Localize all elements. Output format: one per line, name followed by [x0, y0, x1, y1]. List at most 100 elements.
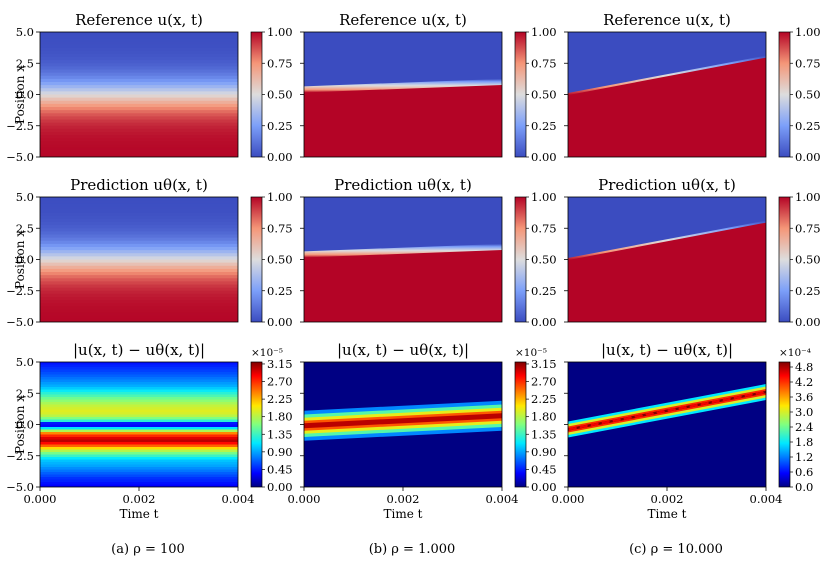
colorbar: 0.00 0.25 0.50 0.75 1.00	[250, 190, 293, 329]
y-tick-label: 5.0	[16, 190, 34, 204]
heatmap-field	[304, 197, 502, 322]
colorbar: 0.00 0.25 0.50 0.75 1.00	[250, 25, 293, 164]
panel-2-0: |u(x, t) − uθ(x, t)| 5.0 2.5 0.0 −2.5 −5.0 Pos…	[6, 341, 293, 521]
y-tick-label: 5.0	[16, 355, 34, 369]
colorbar-tick-label: 0.50	[267, 253, 293, 267]
colorbar-tick-label: 1.00	[267, 25, 293, 39]
colorbar-tick-label: 2.25	[531, 392, 557, 406]
panel-title: |u(x, t) − uθ(x, t)|	[601, 341, 733, 359]
heatmap-field	[568, 197, 766, 322]
colorbar-exponent: ×10⁻⁵	[251, 347, 283, 359]
colorbar-tick-label: 0.50	[531, 88, 557, 102]
colorbar: 0.00.61.21.82.43.03.64.24.8×10⁻⁴	[778, 347, 813, 494]
panel-2-1: |u(x, t) − uθ(x, t)| 0.000 0.002 0.004 Time …	[288, 341, 557, 521]
y-tick-label: −5.0	[6, 150, 34, 164]
caption-b: (b) ρ = 1.000	[369, 542, 456, 557]
x-tick-label: 0.002	[651, 492, 684, 506]
colorbar-tick-label: 1.80	[267, 410, 293, 424]
colorbar-tick-label: 0.6	[795, 465, 813, 479]
panel-title: Reference u(x, t)	[339, 11, 467, 29]
colorbar-tick-label: 1.2	[795, 450, 813, 464]
colorbar-tick-label: 0.50	[531, 253, 557, 267]
colorbar-tick-label: 1.35	[531, 427, 557, 441]
y-tick-label: 5.0	[16, 25, 34, 39]
x-tick-label: 0.004	[222, 492, 255, 506]
heatmap-field	[40, 197, 238, 322]
colorbar-tick-label: 0.00	[531, 150, 557, 164]
colorbar-tick-label: 0.45	[267, 462, 293, 476]
x-tick-label: 0.000	[24, 492, 57, 506]
x-tick-label: 0.004	[486, 492, 519, 506]
caption-c: (c) ρ = 10.000	[629, 542, 723, 557]
x-tick-label: 0.004	[750, 492, 783, 506]
panel-title: Prediction uθ(x, t)	[334, 176, 472, 194]
y-tick-label: −5.0	[6, 480, 34, 494]
y-tick-label: 0.0	[16, 253, 34, 267]
colorbar-tick-label: 1.00	[795, 190, 821, 204]
colorbar-tick-label: 0.00	[795, 150, 821, 164]
colorbar-tick-label: 0.00	[531, 315, 557, 329]
colorbar: 0.00 0.45 0.90 1.35 1.80 2.25 2.70 3.15×10⁻⁵	[514, 347, 557, 494]
panel-0-2: Reference u(x, t) 0.00 0.25 0.50 0.75 1.00	[564, 11, 821, 164]
heatmap-field	[568, 32, 766, 157]
heatmap-field	[304, 362, 502, 487]
colorbar-tick-label: 0.90	[531, 445, 557, 459]
colorbar: 0.00 0.25 0.50 0.75 1.00	[514, 25, 557, 164]
x-axis-label: Time t	[648, 507, 687, 521]
colorbar-tick-label: 2.25	[267, 392, 293, 406]
colorbar-tick-label: 0.0	[795, 480, 813, 494]
y-axis-label: Position x	[13, 230, 27, 289]
y-tick-label: 2.5	[16, 56, 34, 70]
panel-1-2: Prediction uθ(x, t) 0.00 0.25 0.50 0.75 1.00	[564, 176, 821, 329]
colorbar-tick-label: 0.25	[531, 119, 557, 133]
colorbar-tick-label: 1.00	[795, 25, 821, 39]
colorbar: 0.00 0.25 0.50 0.75 1.00	[778, 190, 821, 329]
colorbar-tick-label: 3.0	[795, 405, 813, 419]
colorbar-tick-label: 0.75	[531, 221, 557, 235]
heatmap-field	[40, 362, 238, 487]
x-tick-label: 0.000	[552, 492, 585, 506]
colorbar-tick-label: 0.75	[267, 56, 293, 70]
colorbar-tick-label: 1.00	[531, 25, 557, 39]
colorbar-tick-label: 0.75	[795, 221, 821, 235]
panel-title: Reference u(x, t)	[603, 11, 731, 29]
colorbar-tick-label: 0.00	[267, 315, 293, 329]
heatmap-field	[40, 32, 238, 157]
x-axis-label: Time t	[384, 507, 423, 521]
colorbar-tick-label: 0.50	[795, 88, 821, 102]
colorbar-tick-label: 0.00	[795, 315, 821, 329]
colorbar-tick-label: 3.6	[795, 390, 813, 404]
colorbar-tick-label: 0.00	[267, 150, 293, 164]
caption-a: (a) ρ = 100	[111, 542, 185, 557]
panel-2-2: |u(x, t) − uθ(x, t)| 0.000 0.002 0.004 Time …	[552, 341, 814, 521]
colorbar-tick-label: 0.25	[531, 284, 557, 298]
colorbar-tick-label: 0.75	[267, 221, 293, 235]
colorbar-tick-label: 0.25	[795, 119, 821, 133]
colorbar-tick-label: 2.70	[267, 375, 293, 389]
panel-1-0: Prediction uθ(x, t) 5.0 2.5 0.0 −2.5 −5.0 Posi…	[6, 176, 293, 329]
y-tick-label: −2.5	[6, 119, 34, 133]
colorbar-tick-label: 1.35	[267, 427, 293, 441]
colorbar-tick-label: 4.8	[795, 360, 813, 374]
y-tick-label: 0.0	[16, 418, 34, 432]
colorbar-tick-label: 1.8	[795, 435, 813, 449]
panel-title: Reference u(x, t)	[75, 11, 203, 29]
colorbar: 0.00 0.25 0.50 0.75 1.00	[778, 25, 821, 164]
heatmap-field	[304, 32, 502, 157]
colorbar-tick-label: 3.15	[531, 357, 557, 371]
x-tick-label: 0.002	[123, 492, 156, 506]
colorbar-tick-label: 1.80	[531, 410, 557, 424]
colorbar-tick-label: 0.50	[795, 253, 821, 267]
colorbar-tick-label: 0.00	[267, 480, 293, 494]
heatmap-field	[568, 362, 766, 487]
x-tick-label: 0.002	[387, 492, 420, 506]
y-tick-label: 2.5	[16, 221, 34, 235]
x-tick-label: 0.000	[288, 492, 321, 506]
colorbar-tick-label: 0.45	[531, 462, 557, 476]
colorbar-tick-label: 0.75	[795, 56, 821, 70]
y-tick-label: −5.0	[6, 315, 34, 329]
y-axis-label: Position x	[13, 395, 27, 454]
colorbar-exponent: ×10⁻⁵	[515, 347, 547, 359]
colorbar-tick-label: 0.50	[267, 88, 293, 102]
